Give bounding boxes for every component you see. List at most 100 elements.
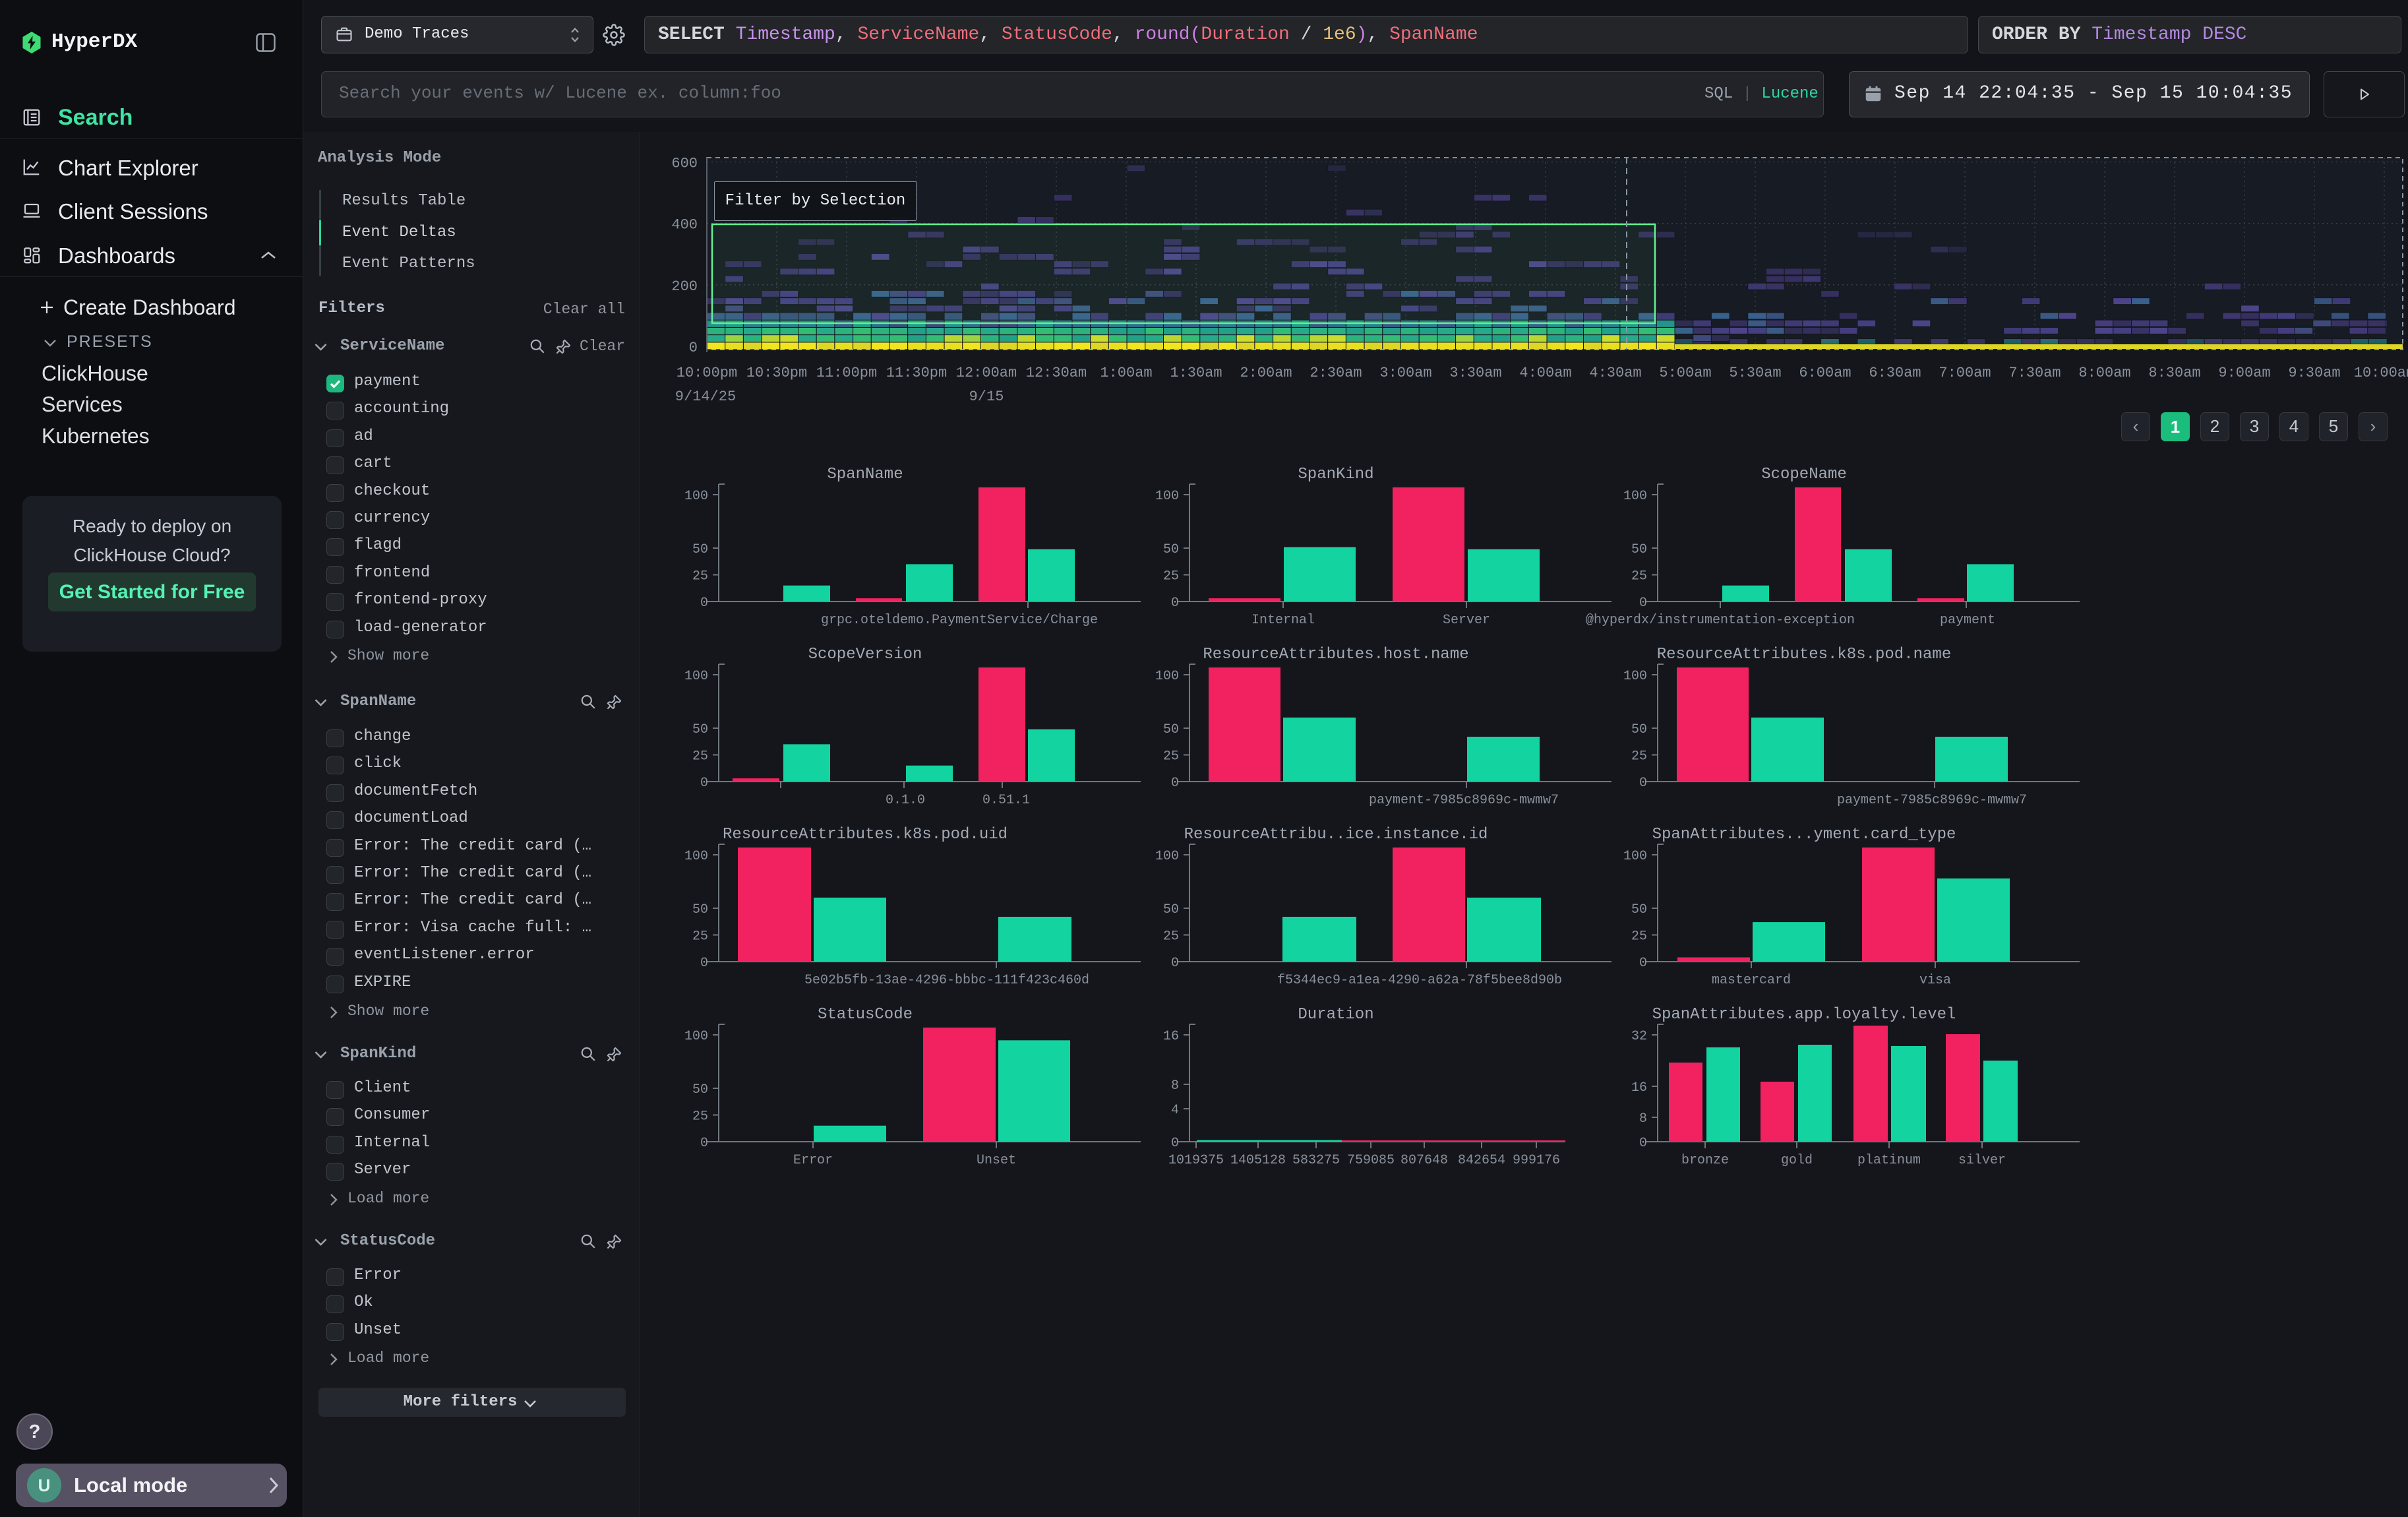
svg-text:25: 25 [692,569,708,584]
svg-text:visa: visa [1919,973,1951,988]
svg-text:10:00pm: 10:00pm [677,365,737,381]
svg-text:16: 16 [1631,1080,1647,1096]
svg-text:Server: Server [1443,613,1490,628]
svg-text:SpanName: SpanName [827,466,903,483]
svg-text:@hyperdx/instrumentation-excep: @hyperdx/instrumentation-exception [1586,613,1855,628]
svg-text:Error: Error [793,1153,833,1168]
svg-text:0: 0 [1171,596,1179,611]
svg-text:0: 0 [1639,1136,1647,1151]
svg-text:0: 0 [1639,776,1647,791]
svg-text:0: 0 [700,776,708,791]
svg-text:50: 50 [692,1082,708,1098]
svg-text:ScopeVersion: ScopeVersion [808,646,922,664]
svg-text:10:00am: 10:00am [2354,365,2408,381]
svg-text:7:00am: 7:00am [1939,365,1991,381]
svg-text:payment: payment [1940,613,1995,628]
svg-text:600: 600 [671,156,698,172]
svg-text:platinum: platinum [1857,1153,1921,1168]
svg-text:12:00am: 12:00am [956,365,1017,381]
svg-text:9/15: 9/15 [969,388,1004,405]
svg-text:ResourceAttributes.k8s.pod.uid: ResourceAttributes.k8s.pod.uid [723,826,1008,844]
svg-text:5:00am: 5:00am [1659,365,1711,381]
svg-text:100: 100 [684,669,708,684]
svg-text:ScopeName: ScopeName [1761,466,1847,483]
svg-text:100: 100 [1623,489,1647,504]
svg-text:50: 50 [1163,722,1179,737]
svg-text:StatusCode: StatusCode [818,1006,913,1024]
svg-text:5:30am: 5:30am [1729,365,1781,381]
svg-text:3:30am: 3:30am [1449,365,1501,381]
svg-text:4:30am: 4:30am [1589,365,1641,381]
svg-text:0: 0 [700,596,708,611]
svg-text:6:00am: 6:00am [1799,365,1851,381]
svg-text:100: 100 [1155,669,1179,684]
svg-text:100: 100 [1623,849,1647,864]
svg-text:9:30am: 9:30am [2288,365,2340,381]
svg-text:25: 25 [692,1109,708,1125]
svg-text:8: 8 [1639,1111,1647,1127]
svg-text:400: 400 [671,217,698,233]
svg-text:SpanKind: SpanKind [1298,466,1373,483]
svg-text:100: 100 [1155,849,1179,864]
svg-text:100: 100 [684,849,708,864]
svg-text:0: 0 [700,1136,708,1151]
svg-text:mastercard: mastercard [1712,973,1791,988]
svg-text:25: 25 [1631,569,1647,584]
svg-text:50: 50 [1631,902,1647,917]
svg-text:payment-7985c8969c-mwmw7: payment-7985c8969c-mwmw7 [1837,793,2027,808]
svg-text:1405128: 1405128 [1230,1153,1286,1168]
svg-text:583275: 583275 [1292,1153,1340,1168]
svg-text:8:00am: 8:00am [2078,365,2130,381]
svg-text:25: 25 [1631,749,1647,764]
svg-text:4:00am: 4:00am [1519,365,1571,381]
svg-text:grpc.oteldemo.PaymentService/C: grpc.oteldemo.PaymentService/Charge [821,613,1098,628]
svg-text:2:30am: 2:30am [1309,365,1362,381]
svg-text:999176: 999176 [1513,1153,1560,1168]
svg-text:3:00am: 3:00am [1379,365,1431,381]
svg-text:0: 0 [1171,776,1179,791]
svg-text:SpanAttributes...yment.card_ty: SpanAttributes...yment.card_type [1652,826,1956,844]
svg-text:32: 32 [1631,1029,1647,1044]
svg-text:100: 100 [684,489,708,504]
svg-text:2:00am: 2:00am [1240,365,1292,381]
svg-text:8:30am: 8:30am [2148,365,2200,381]
svg-text:100: 100 [1623,669,1647,684]
svg-text:gold: gold [1781,1153,1813,1168]
svg-text:25: 25 [1163,569,1179,584]
svg-text:bronze: bronze [1681,1153,1729,1168]
svg-text:25: 25 [1163,749,1179,764]
svg-text:50: 50 [1631,542,1647,557]
svg-text:Internal: Internal [1251,613,1315,628]
svg-text:0: 0 [700,956,708,971]
svg-text:silver: silver [1958,1153,2006,1168]
svg-text:5e02b5fb-13ae-4296-bbbc-111f42: 5e02b5fb-13ae-4296-bbbc-111f423c460d [804,973,1089,988]
svg-text:7:30am: 7:30am [2008,365,2061,381]
svg-text:1:00am: 1:00am [1100,365,1152,381]
svg-text:807648: 807648 [1400,1153,1448,1168]
svg-text:payment-7985c8969c-mwmw7: payment-7985c8969c-mwmw7 [1369,793,1559,808]
svg-text:0: 0 [689,340,698,356]
svg-text:200: 200 [671,278,698,295]
svg-text:1019375: 1019375 [1168,1153,1224,1168]
svg-text:SpanAttributes.app.loyalty.lev: SpanAttributes.app.loyalty.level [1652,1006,1956,1024]
svg-text:Unset: Unset [977,1153,1016,1168]
svg-text:842654: 842654 [1458,1153,1505,1168]
svg-text:25: 25 [1163,929,1179,944]
svg-text:0.1.0: 0.1.0 [886,793,925,808]
svg-text:50: 50 [692,542,708,557]
svg-text:f5344ec9-a1ea-4290-a62a-78f5be: f5344ec9-a1ea-4290-a62a-78f5bee8d90b [1277,973,1562,988]
svg-text:ResourceAttributes.k8s.pod.nam: ResourceAttributes.k8s.pod.name [1657,646,1951,664]
svg-text:11:30pm: 11:30pm [886,365,947,381]
svg-text:50: 50 [1163,902,1179,917]
svg-text:6:30am: 6:30am [1869,365,1921,381]
svg-text:759085: 759085 [1347,1153,1395,1168]
svg-text:0.51.1: 0.51.1 [982,793,1030,808]
svg-text:11:00pm: 11:00pm [816,365,877,381]
svg-text:1:30am: 1:30am [1170,365,1222,381]
svg-text:100: 100 [684,1029,708,1044]
svg-text:16: 16 [1163,1029,1179,1044]
svg-text:25: 25 [692,749,708,764]
svg-text:Duration: Duration [1298,1006,1373,1024]
svg-text:10:30pm: 10:30pm [746,365,807,381]
svg-text:8: 8 [1171,1078,1179,1094]
